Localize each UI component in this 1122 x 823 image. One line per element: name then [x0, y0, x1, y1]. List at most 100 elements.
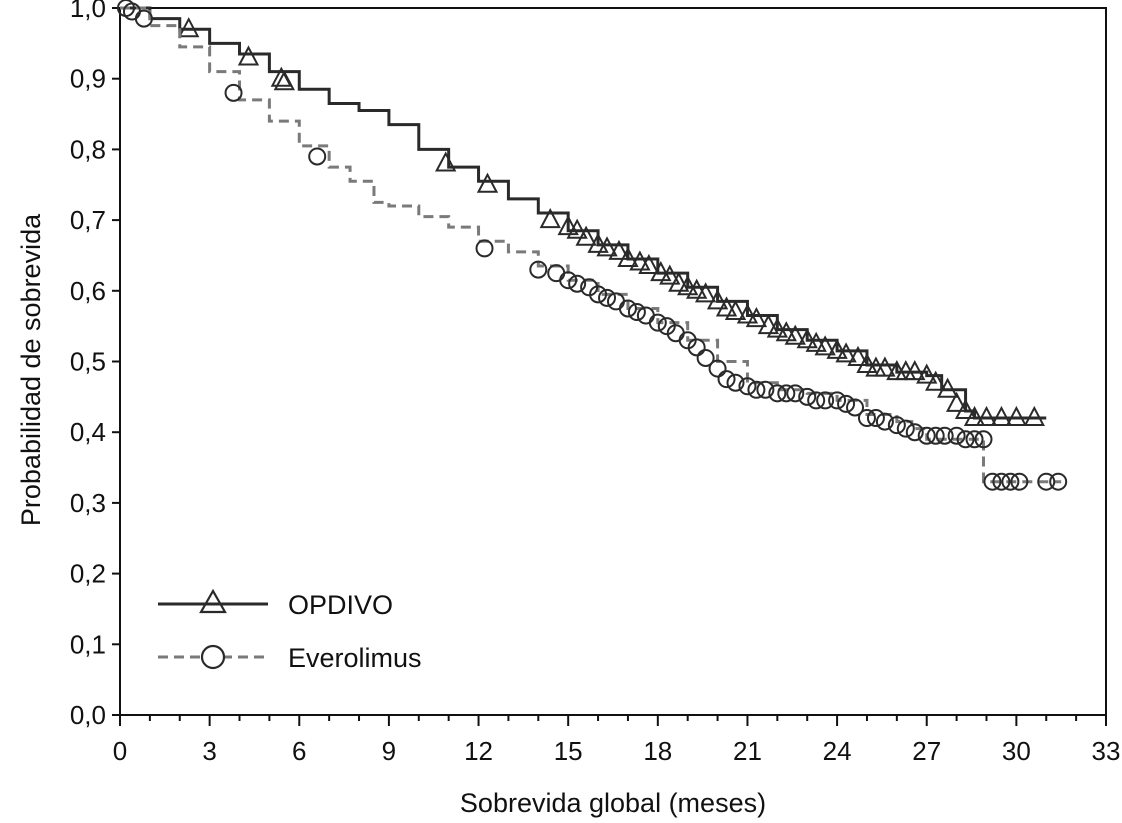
y-tick-label: 0,7: [70, 205, 106, 235]
everolimus-censor-marker: [905, 423, 924, 442]
opdivo-censor-marker: [826, 338, 848, 359]
opdivo-censor-marker: [685, 278, 708, 299]
x-tick-label: 0: [113, 736, 127, 766]
opdivo-censor-marker: [587, 232, 609, 253]
x-tick-label: 3: [202, 736, 216, 766]
opdivo-censor-marker: [608, 239, 630, 260]
everolimus-censor-marker: [786, 384, 805, 403]
everolimus-censor-marker: [887, 416, 906, 435]
x-axis: 0 3 6 9 12 15 18 21 24 27 30 33: [113, 715, 1121, 766]
everolimus-curve: [120, 6, 1062, 484]
opdivo-censor-marker: [677, 275, 699, 296]
opdivo-censor-marker: [874, 356, 896, 377]
opdivo-censor-marker: [775, 321, 797, 342]
everolimus-censor-marker: [816, 391, 835, 410]
legend-everolimus-marker: [200, 644, 226, 670]
everolimus-censor-marker: [1049, 472, 1068, 491]
opdivo-censor-marker: [954, 398, 977, 419]
everolimus-censor-marker: [992, 472, 1011, 491]
x-tick-label: 24: [823, 736, 852, 766]
everolimus-censor-marker: [965, 430, 984, 449]
everolimus-censor-marker: [687, 338, 706, 357]
x-tick-label: 33: [1092, 736, 1121, 766]
opdivo-censor-marker: [596, 236, 618, 257]
opdivo-censor-marker: [650, 260, 672, 282]
everolimus-censor-marker: [807, 391, 826, 410]
legend-everolimus-label: Everolimus: [288, 643, 422, 673]
y-tick-label: 0,2: [70, 559, 106, 589]
opdivo-censor-marker: [566, 218, 588, 239]
opdivo-censor-marker: [178, 17, 200, 38]
opdivo-censor-marker: [936, 377, 959, 398]
everolimus-censor-marker: [134, 9, 153, 28]
opdivo-censor-marker: [557, 215, 579, 236]
everolimus-censor-marker: [559, 271, 578, 290]
opdivo-censor-marker: [963, 405, 986, 427]
opdivo-censor-marker: [736, 303, 759, 324]
y-tick-label: 0,9: [70, 64, 106, 94]
opdivo-censor-marker: [706, 289, 729, 310]
everolimus-censor-marker: [798, 387, 817, 406]
opdivo-censor-marker: [916, 363, 938, 384]
opdivo-censor-marker: [835, 342, 857, 363]
everolimus-censor-marker: [926, 426, 945, 445]
y-axis: 0,0 0,1 0,2 0,3 0,4 0,5 0,6 0,7 0,8 0,9 1,0: [70, 0, 120, 730]
y-axis-title: Probabilidad de sobrevida: [16, 213, 46, 526]
opdivo-censor-marker: [766, 317, 788, 338]
x-tick-label: 6: [292, 736, 306, 766]
everolimus-censor-marker: [857, 409, 876, 428]
opdivo-censor-marker: [575, 225, 597, 246]
opdivo-censor-marker: [757, 314, 780, 335]
everolimus-censor-marker: [846, 398, 865, 417]
everolimus-censor-marker: [568, 274, 587, 293]
y-tick-label: 0,5: [70, 347, 106, 377]
everolimus-censor-marker: [738, 377, 757, 396]
everolimus-censor-marker: [636, 306, 655, 325]
y-tick-label: 0,4: [70, 417, 106, 447]
opdivo-censor-marker: [629, 250, 651, 271]
opdivo-censor-marker: [784, 324, 806, 345]
legend: OPDIVO Everolimus: [158, 588, 422, 673]
x-tick-label: 27: [912, 736, 941, 766]
x-tick-label: 12: [464, 736, 493, 766]
everolimus-censor-marker: [648, 313, 667, 332]
everolimus-censor-marker: [708, 359, 727, 378]
everolimus-censor-marker: [917, 426, 936, 445]
opdivo-censor-marker: [1005, 405, 1028, 427]
everolimus-censor-marker: [308, 147, 327, 166]
everolimus-censor-marker: [696, 348, 715, 367]
opdivo-censor-marker: [617, 246, 639, 267]
everolimus-censor-marker: [947, 426, 966, 445]
opdivo-censor-marker: [724, 299, 747, 321]
opdivo-censor-marker: [273, 70, 295, 91]
everolimus-censor-marker: [618, 299, 637, 318]
opdivo-censor-marker: [694, 282, 717, 303]
everolimus-censor-marker: [475, 239, 494, 258]
everolimus-censor-marker: [529, 260, 548, 279]
everolimus-censor-marker: [983, 472, 1002, 491]
opdivo-curve: [120, 6, 1047, 420]
opdivo-censor-marker: [814, 335, 836, 356]
opdivo-censor-marker: [715, 296, 738, 317]
everolimus-censor-marker: [122, 2, 141, 21]
opdivo-censor-marker: [904, 359, 926, 381]
everolimus-censor-marker: [1010, 472, 1029, 491]
everolimus-censor-marker: [717, 370, 736, 389]
everolimus-censor-marker: [866, 409, 885, 428]
opdivo-censor-marker: [668, 271, 690, 292]
opdivo-censor-marker: [990, 405, 1013, 427]
series-layer: [116, 0, 1068, 491]
y-tick-label: 0,0: [70, 700, 106, 730]
opdivo-censor-marker: [856, 352, 878, 374]
everolimus-censor-marker: [768, 384, 787, 403]
everolimus-censor-marker: [1001, 472, 1020, 491]
opdivo-censor-marker: [745, 306, 768, 328]
everolimus-censor-marker: [837, 394, 856, 413]
opdivo-censor-marker: [975, 405, 998, 427]
everolimus-censor-marker: [726, 373, 745, 392]
opdivo-censor-marker: [435, 151, 457, 172]
y-tick-label: 0,3: [70, 488, 106, 518]
x-tick-label: 21: [733, 736, 762, 766]
everolimus-censor-marker: [747, 380, 766, 399]
